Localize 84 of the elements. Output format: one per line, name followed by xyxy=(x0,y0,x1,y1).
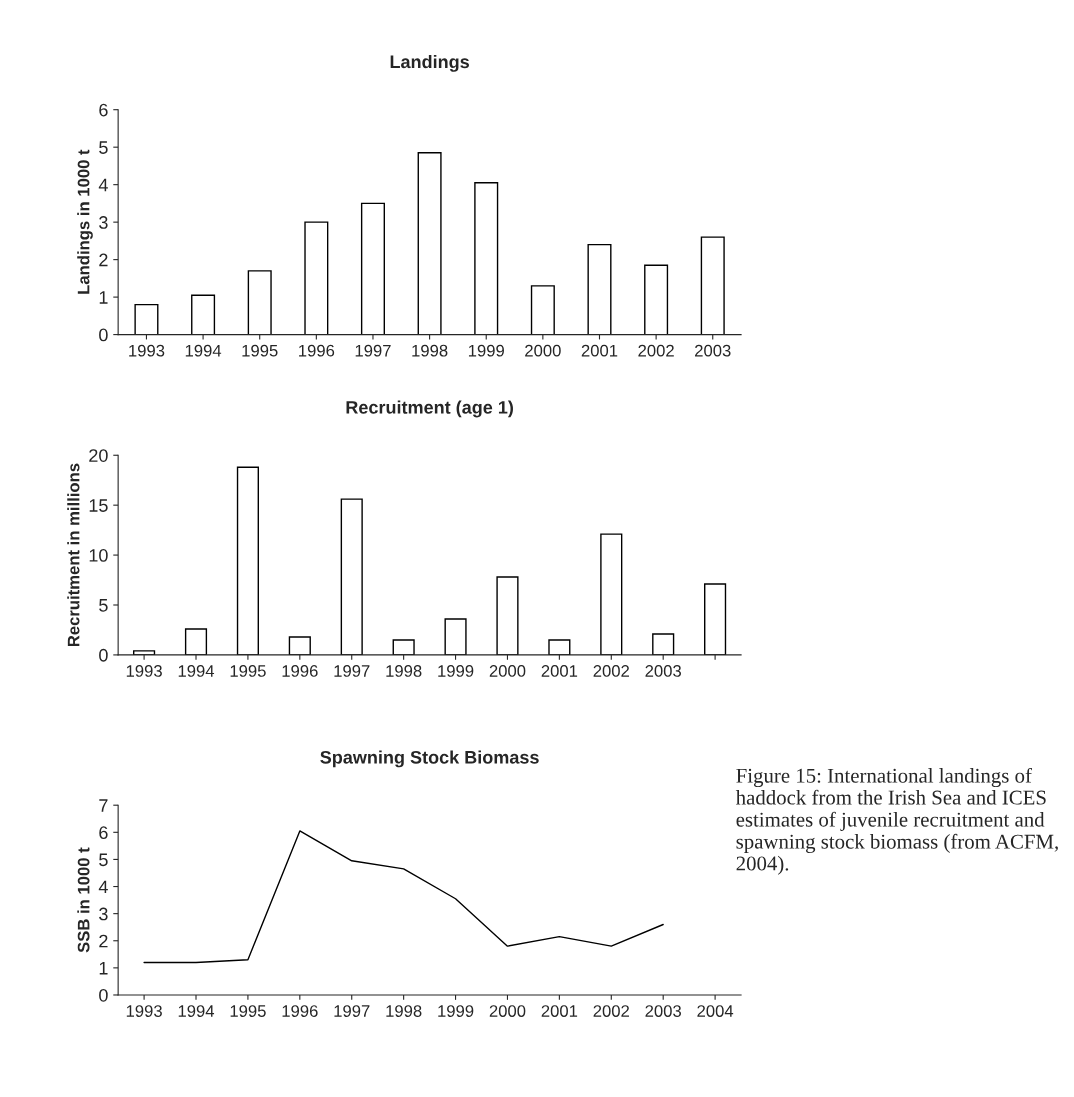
bar xyxy=(704,583,727,655)
x-tick-label: 2003 xyxy=(645,1005,681,1017)
x-tick-label: 2002 xyxy=(638,344,674,357)
x-tick-label: 1999 xyxy=(468,344,504,357)
y-tick-label: 0 xyxy=(99,328,108,342)
annotation: Figure 15: International landings of haddock from the Irish Sea and ICES estimates of juvenile recruitment and spawning stock biomass (from ACFM, 2004). xyxy=(735,767,1058,875)
y-tick-label: 5 xyxy=(99,141,108,154)
bar xyxy=(496,576,519,655)
y-tick-label: 4 xyxy=(98,880,108,894)
x-tick-label: 2002 xyxy=(593,665,629,677)
bar xyxy=(134,303,159,335)
x-tick-label: 1998 xyxy=(386,1005,422,1017)
x-tick-label: 1994 xyxy=(185,344,222,357)
line-series xyxy=(143,830,664,964)
y-tick-label: 3 xyxy=(99,216,108,229)
bar xyxy=(417,152,442,335)
y-tick-label: 0 xyxy=(99,988,108,1002)
bar xyxy=(288,636,311,655)
y-tick-label: 10 xyxy=(89,549,108,562)
x-tick-label: 1996 xyxy=(299,344,335,357)
y-tick-label: 0 xyxy=(99,648,108,662)
bar xyxy=(304,221,329,335)
x-tick-label: 1994 xyxy=(178,665,215,677)
x-tick-label: 2001 xyxy=(541,1005,578,1017)
x-tick-label: 1994 xyxy=(178,1005,215,1017)
bar xyxy=(652,633,675,655)
x-tick-label: 1993 xyxy=(126,665,162,677)
y-tick-label: 6 xyxy=(99,103,108,117)
bar xyxy=(236,466,259,655)
y-tick-label: 20 xyxy=(89,449,108,462)
y-axis-title: SSB in 1000 t xyxy=(77,847,90,953)
x-tick-label: 2003 xyxy=(645,665,681,677)
x-tick-label: 1996 xyxy=(282,1005,318,1017)
x-tick-label: 2004 xyxy=(697,1005,734,1017)
x-tick-label: 1993 xyxy=(126,1005,162,1017)
bar xyxy=(474,182,499,335)
y-axis-title: Recruitment in millions xyxy=(67,463,80,647)
y-tick-label: 2 xyxy=(99,934,108,948)
y-tick-label: 3 xyxy=(99,907,108,921)
bar xyxy=(340,498,363,655)
x-tick-label: 1993 xyxy=(129,344,165,357)
x-tick-label: 1995 xyxy=(230,665,266,677)
bar xyxy=(548,639,571,655)
bar xyxy=(360,202,385,335)
bar xyxy=(191,294,216,335)
bar xyxy=(587,243,612,335)
x-tick-label: 2000 xyxy=(489,1005,526,1017)
x-tick-label: 2002 xyxy=(593,1005,629,1017)
bar xyxy=(600,533,623,655)
x-tick-label: 2000 xyxy=(489,665,526,677)
x-tick-label: 1998 xyxy=(412,344,448,357)
x-tick-label: 1999 xyxy=(438,1005,474,1017)
x-tick-label: 1999 xyxy=(438,665,474,677)
y-tick-label: 6 xyxy=(99,826,108,840)
bar xyxy=(530,285,555,335)
x-tick-label: 1997 xyxy=(334,1005,370,1017)
y-tick-label: 1 xyxy=(99,291,108,304)
x-tick-label: 2001 xyxy=(541,665,578,677)
y-tick-label: 5 xyxy=(99,599,108,612)
y-tick-label: 15 xyxy=(89,499,108,512)
x-tick-label: 1995 xyxy=(230,1005,266,1017)
y-tick-label: 1 xyxy=(99,961,108,975)
x-tick-label: 1997 xyxy=(355,344,391,357)
bar xyxy=(184,628,208,655)
x-tick-label: 2000 xyxy=(525,344,561,357)
x-tick-label: 1995 xyxy=(242,344,278,357)
x-tick-label: 1998 xyxy=(386,665,422,677)
chart-title: Recruitment (age 1) xyxy=(346,400,513,418)
chart-title: Spawning Stock Biomass xyxy=(320,750,539,768)
x-tick-label: 2001 xyxy=(581,344,618,357)
bar xyxy=(444,618,467,655)
y-tick-label: 4 xyxy=(98,178,108,192)
y-axis-title: Landings in 1000 t xyxy=(77,149,93,294)
bar xyxy=(392,639,415,655)
y-tick-label: 5 xyxy=(99,853,108,867)
bar xyxy=(644,264,669,335)
y-tick-label: 2 xyxy=(99,253,108,267)
x-tick-label: 1996 xyxy=(282,665,318,677)
bar xyxy=(247,270,272,335)
chart-title: Landings xyxy=(390,54,469,72)
x-tick-label: 1997 xyxy=(334,665,370,677)
x-tick-label: 2003 xyxy=(695,344,731,357)
bar xyxy=(700,236,725,335)
y-tick-label: 7 xyxy=(99,799,108,812)
